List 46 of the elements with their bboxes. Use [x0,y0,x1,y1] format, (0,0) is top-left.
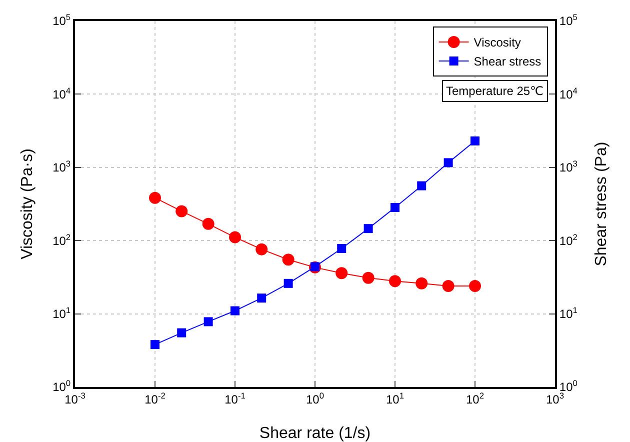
point [150,340,160,350]
legend-label: Viscosity [474,36,521,50]
text: 10$^{1}$ [52,304,71,321]
point [390,203,400,212]
x-tick-label: 10$^{-1}$ [224,390,246,406]
x-tick-label: 10$^{-2}$ [144,390,166,406]
point [257,294,266,303]
point [282,254,294,266]
text: 10$^{2}$ [52,232,71,248]
y-tick-label: 10$^{4}$ [559,85,578,102]
point [230,306,240,316]
point [284,278,293,288]
point [470,136,480,146]
point [444,158,453,168]
y2-axis-title: Shear stress (Pa) [593,142,610,266]
point [362,272,374,284]
point [389,275,401,288]
x-axis-title: Shear rate (1/s) [259,425,371,442]
point [204,317,213,326]
x-tick-label: 10$^{3}$ [546,390,564,406]
point [416,277,428,290]
legend-label: Shear stress [474,54,542,69]
x-tick-label: 10$^{0}$ [306,390,324,406]
point [202,218,214,230]
point [337,244,346,253]
point [364,224,373,234]
text: 10$^{5}$ [52,12,71,28]
y-tick-label: 10$^{2}$ [559,232,578,248]
text: 10$^{3}$ [52,158,71,175]
x-tick-label: 10$^{1}$ [386,390,404,406]
y-axis-title: Viscosity (Pa·s) [19,148,36,260]
annotation: Temperature 25℃ [446,84,544,98]
point [442,280,454,292]
point [417,181,426,190]
point [256,243,268,256]
point [177,328,186,338]
point [229,231,241,244]
x-tick-label: 10$^{2}$ [466,390,484,406]
y-tick-label: 10$^{3}$ [559,158,578,175]
y-tick-label: 10$^{5}$ [559,12,578,28]
point [469,280,481,292]
point [176,205,188,218]
point [336,267,348,280]
text: 10$^{4}$ [52,85,71,102]
point [149,192,161,204]
y-tick-label: 10$^{1}$ [559,304,578,321]
